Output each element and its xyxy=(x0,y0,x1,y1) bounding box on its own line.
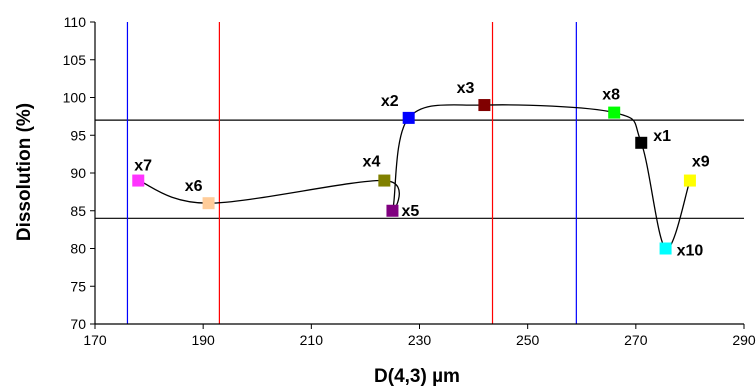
y-tick-label: 100 xyxy=(63,90,87,106)
y-tick-label: 70 xyxy=(70,316,86,332)
data-point-x5 xyxy=(386,204,399,217)
y-tick-label: 95 xyxy=(70,127,86,143)
x-tick-label: 250 xyxy=(516,332,540,348)
reference-lines xyxy=(95,22,744,324)
data-point-x7 xyxy=(132,174,145,187)
data-point-x10 xyxy=(659,242,672,255)
x-tick-label: 190 xyxy=(191,332,215,348)
point-labels: x7 x6 x4 x5 x2 x3 x8 x1 x10 x9 xyxy=(134,80,710,259)
x-tick-label: 230 xyxy=(408,332,432,348)
y-tick-label: 80 xyxy=(70,241,86,257)
tick-labels: 70 75 80 85 90 95 100 105 110 170 190 210 230 250 270 2… xyxy=(63,14,756,348)
data-point-x9 xyxy=(683,174,696,187)
point-label-x6: x6 xyxy=(185,178,203,195)
fit-curve xyxy=(138,104,691,250)
x-tick-label: 290 xyxy=(732,332,756,348)
y-tick-label: 85 xyxy=(70,203,86,219)
x-tick-label: 170 xyxy=(83,332,107,348)
point-label-x5: x5 xyxy=(401,203,419,220)
data-point-x3 xyxy=(478,99,491,112)
data-points xyxy=(132,99,696,255)
point-label-x9: x9 xyxy=(692,154,710,171)
y-tick-label: 75 xyxy=(70,278,86,294)
y-tick-label: 105 xyxy=(63,52,87,68)
y-axis-title: Dissolution (%) xyxy=(14,103,35,241)
axes xyxy=(94,22,744,325)
data-point-x1 xyxy=(635,136,648,149)
x-tick-label: 270 xyxy=(624,332,648,348)
y-tick-label: 90 xyxy=(70,165,86,181)
y-tick-label: 110 xyxy=(64,14,87,30)
point-label-x8: x8 xyxy=(602,87,620,104)
point-label-x2: x2 xyxy=(381,93,399,110)
point-label-x3: x3 xyxy=(457,80,475,97)
data-point-x4 xyxy=(378,174,391,187)
point-label-x10: x10 xyxy=(677,243,704,260)
x-tick-label: 210 xyxy=(300,332,324,348)
point-label-x1: x1 xyxy=(653,128,671,145)
data-point-x8 xyxy=(608,106,621,119)
fit-curve-layer xyxy=(138,104,691,250)
point-label-x4: x4 xyxy=(363,154,381,171)
data-point-x2 xyxy=(402,111,415,124)
point-label-x7: x7 xyxy=(134,158,152,175)
x-axis-title: D(4,3) µm xyxy=(374,366,460,387)
data-point-x6 xyxy=(202,197,215,210)
